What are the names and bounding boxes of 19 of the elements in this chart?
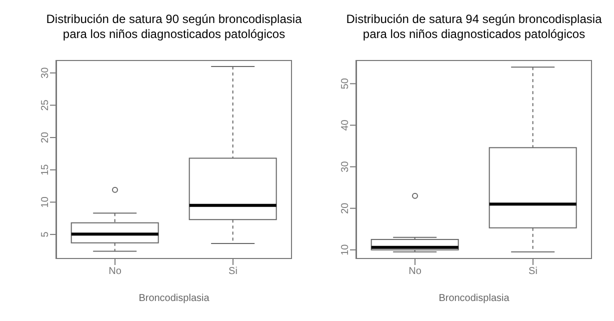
y-tick-label: 20: [40, 132, 51, 144]
y-tick-label: 10: [40, 196, 51, 208]
y-tick-label: 30: [40, 66, 51, 78]
y-tick-label: 15: [40, 164, 51, 176]
y-tick-label: 5: [40, 231, 51, 238]
chart-title: Distribución de satura 94 según broncodisplasia para los niños diagnosticados patológicos: [345, 12, 603, 42]
x-axis-title: Broncodisplasia: [138, 293, 210, 304]
y-tick-label: 10: [340, 244, 351, 256]
x-axis-title: Broncodisplasia: [438, 293, 510, 304]
y-tick-label: 20: [340, 202, 351, 214]
x-tick-label: Si: [228, 266, 238, 278]
x-tick-label: Si: [528, 266, 538, 278]
y-tick-label: 30: [340, 160, 351, 172]
y-tick-label: 40: [340, 119, 351, 131]
x-tick-label: No: [108, 266, 122, 278]
y-tick-label: 25: [40, 99, 51, 111]
y-tick-label: 50: [340, 78, 351, 90]
chart-title: Distribución de satura 90 según broncodisplasia para los niños diagnosticados patológicos: [45, 12, 303, 42]
x-tick-label: No: [408, 266, 422, 278]
